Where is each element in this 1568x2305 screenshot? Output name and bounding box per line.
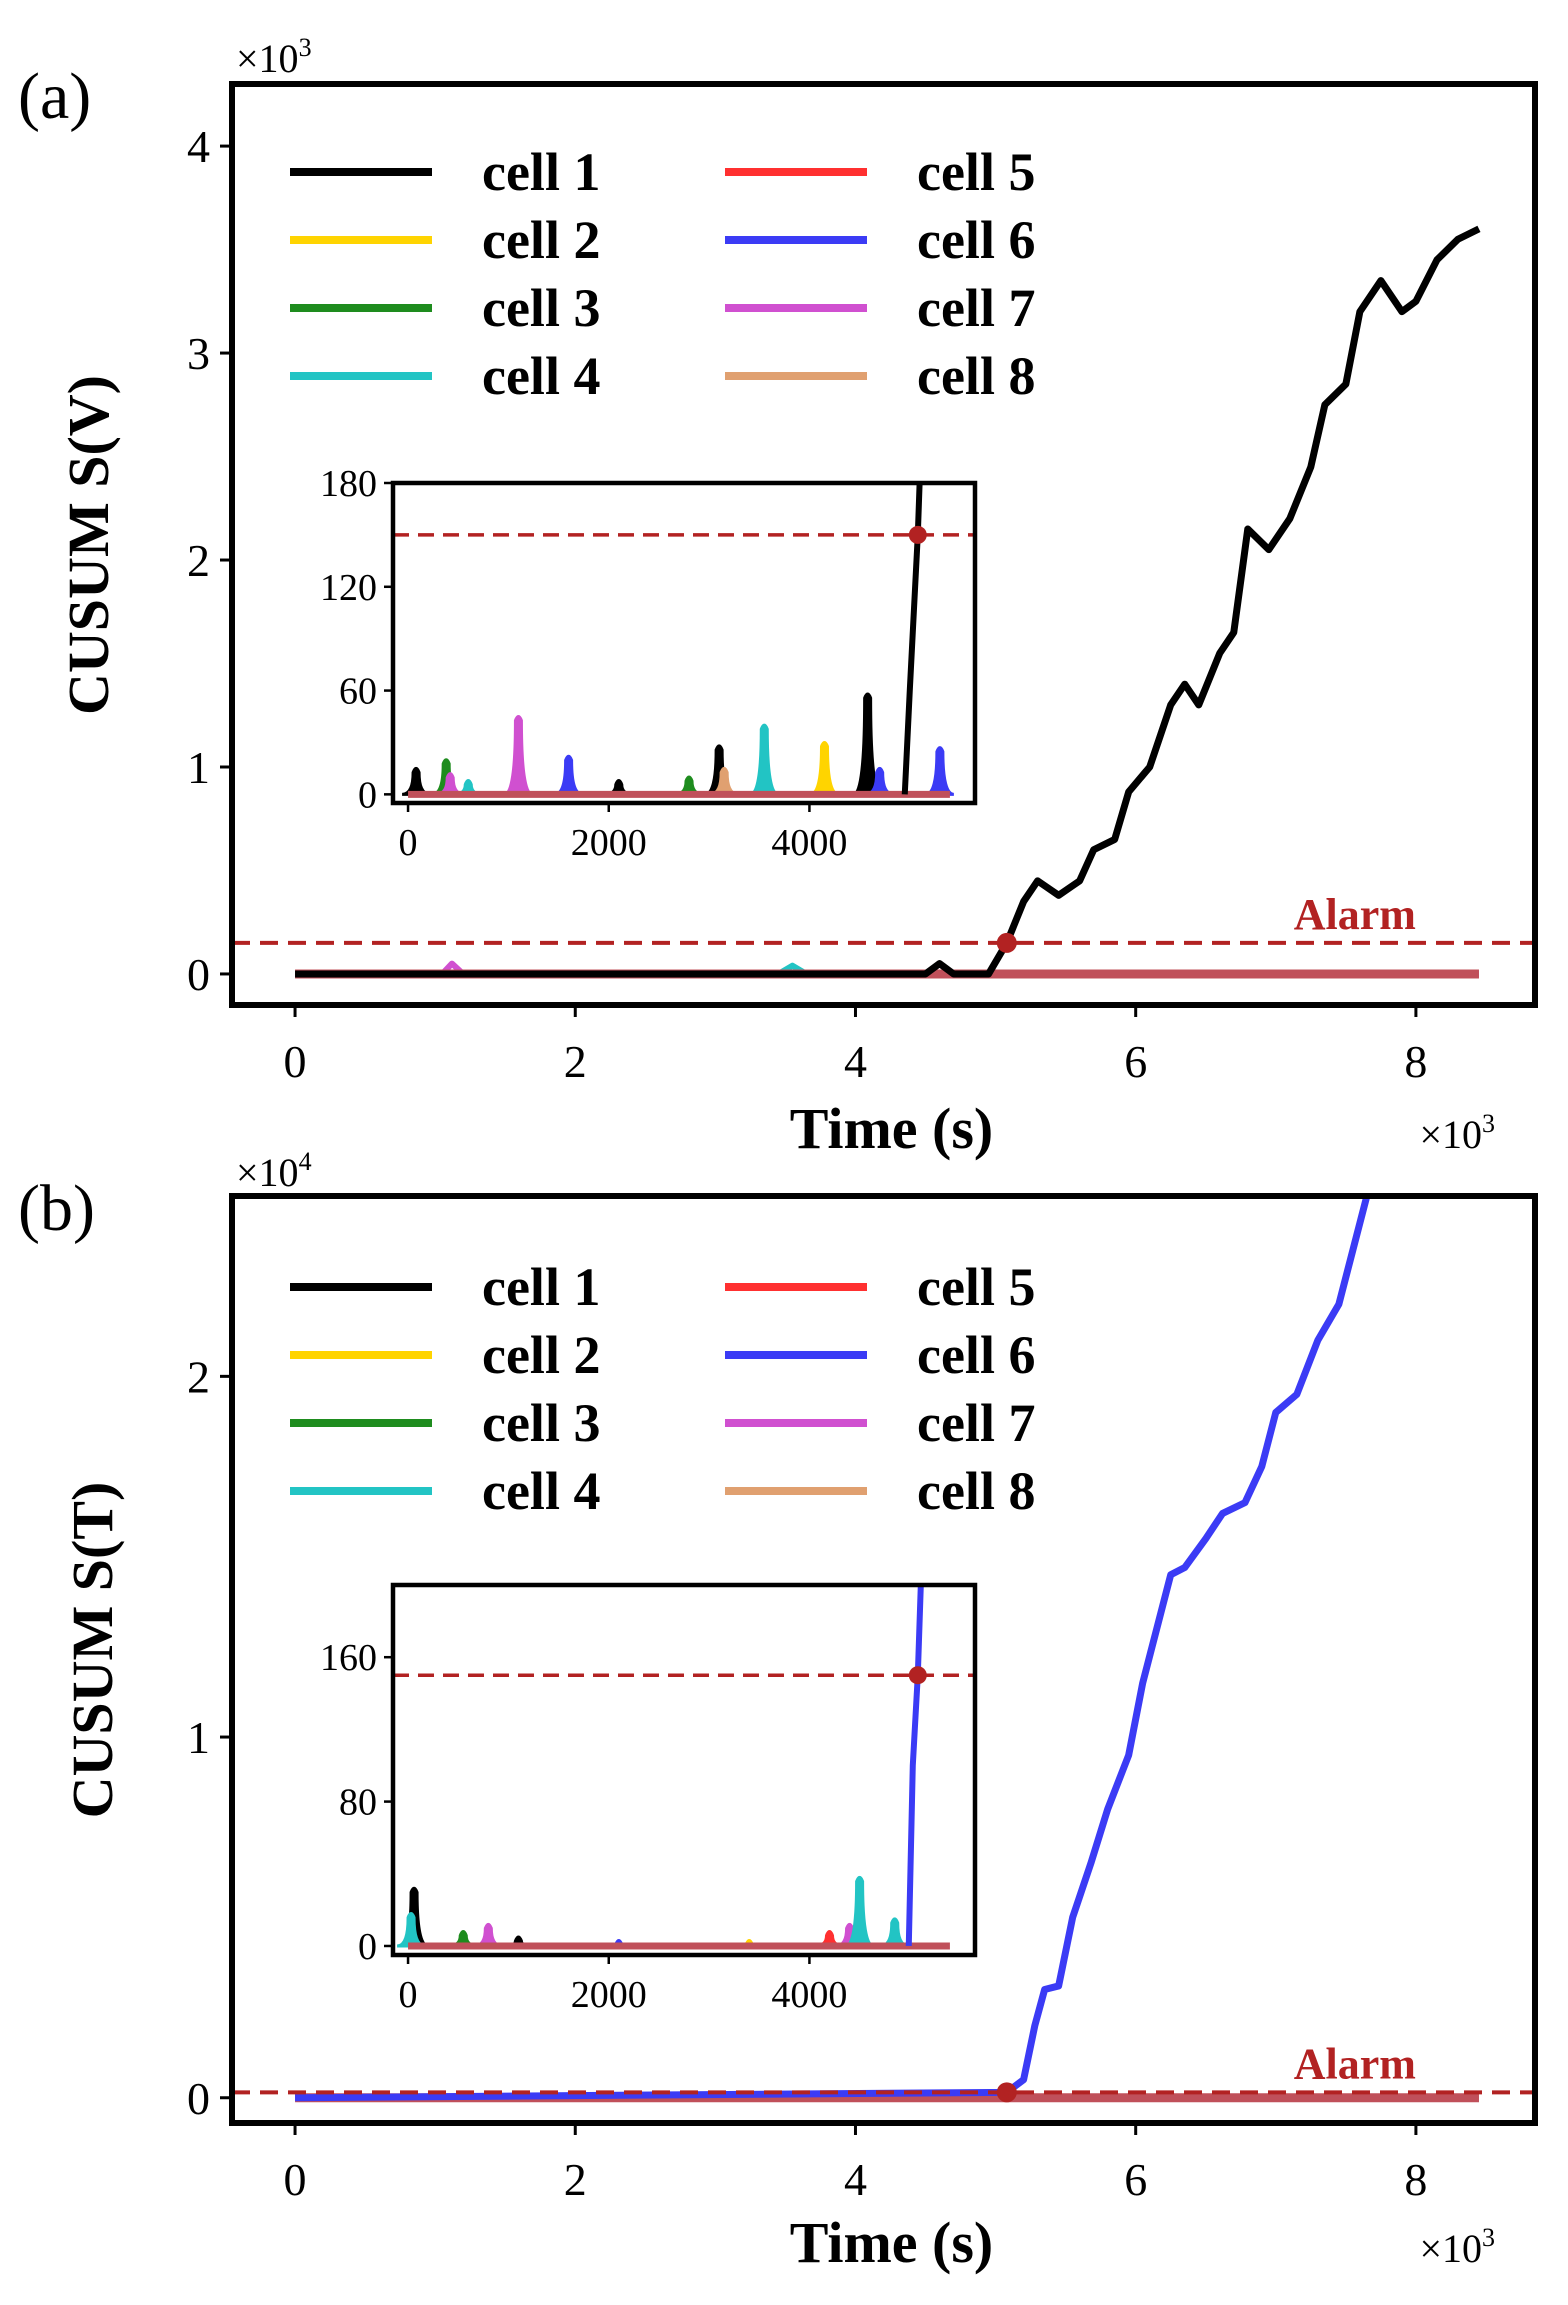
inset-chart: 0 2000 4000 0 80 160 (320, 1582, 978, 2016)
inset-x-tick-label: 0 (399, 822, 418, 864)
y-multiplier-exp: 4 (299, 1147, 312, 1176)
inset-spike (845, 1875, 875, 1948)
x-tick-label: 4 (844, 1036, 867, 1087)
inset-spike (880, 1917, 909, 1948)
inset-alarm-point (908, 525, 927, 544)
y-tick-label: 4 (187, 121, 210, 172)
x-tick-label: 4 (844, 2154, 867, 2205)
legend-label: cell 8 (917, 346, 1035, 406)
inset-x-tick-label: 4000 (771, 822, 847, 864)
inset-plot-area (396, 1585, 950, 1950)
x-axis-label: Time (s) (790, 1096, 994, 1161)
legend-label: cell 5 (917, 1257, 1035, 1317)
y-tick-label: 2 (187, 535, 210, 586)
legend-label: cell 2 (482, 1325, 600, 1385)
x-tick-label: 6 (1124, 2154, 1147, 2205)
inset-x-tick-label: 0 (399, 1974, 418, 2016)
inset-main-line (901, 483, 923, 795)
inset-y-tick-label: 60 (339, 671, 377, 713)
inset-y-tick-label: 160 (320, 1637, 377, 1679)
legend-label: cell 3 (482, 1393, 600, 1453)
alarm-label: Alarm (1294, 890, 1416, 939)
y-tick-label: 1 (187, 1712, 210, 1763)
inset-chart: 0 2000 4000 0 60 120 180 (320, 463, 978, 864)
legend: cell 1 cell 2 cell 3 cell 4 cell 5 cell 6 cell… (290, 142, 1035, 406)
inset-frame (390, 480, 978, 806)
alarm-point (996, 932, 1017, 953)
y-multiplier: ×103 (236, 33, 312, 81)
inset-x-tick-label: 4000 (771, 1974, 847, 2016)
legend: cell 1 cell 2 cell 3 cell 4 cell 5 cell 6 cell… (290, 1257, 1035, 1521)
series-line-cell-6 (295, 1196, 1371, 2102)
inset-spike (925, 746, 955, 796)
inset-y-tick-label: 0 (358, 774, 377, 816)
x-multiplier: ×103 (1419, 1109, 1495, 1157)
y-multiplier: ×104 (236, 1147, 312, 1195)
panel-label: (a) (18, 60, 91, 133)
inset-spike (396, 1911, 426, 1948)
legend-label: cell 1 (482, 1257, 600, 1317)
y-tick-label: 0 (187, 949, 210, 1000)
y-axis-label: CUSUM S(V) (56, 375, 121, 715)
inset-alarm-point (908, 1666, 927, 1685)
legend-label: cell 1 (482, 142, 600, 202)
inset-spike (503, 715, 533, 796)
legend-label: cell 6 (917, 210, 1035, 270)
x-tick-label: 0 (284, 1036, 307, 1087)
alarm-point (996, 2082, 1017, 2103)
legend-label: cell 8 (917, 1461, 1035, 1521)
alarm-label: Alarm (1294, 2039, 1416, 2088)
inset-y-tick-label: 180 (320, 463, 377, 505)
legend-label: cell 7 (917, 1393, 1035, 1453)
inset-y-tick-label: 80 (339, 1782, 377, 1824)
x-axis-label: Time (s) (790, 2210, 994, 2275)
x-tick-label: 0 (284, 2154, 307, 2205)
y-tick-label: 1 (187, 742, 210, 793)
inset-frame (390, 1582, 978, 1958)
y-axis-label: CUSUM S(T) (60, 1482, 125, 1819)
x-multiplier: ×103 (1419, 2223, 1495, 2271)
plot-frame (229, 1193, 1538, 2126)
y-tick-label: 2 (187, 1351, 210, 1402)
inset-background (393, 483, 975, 803)
plot-area (295, 1196, 1479, 2103)
legend-label: cell 6 (917, 1325, 1035, 1385)
inset-spike (749, 723, 779, 796)
y-tick-label: 0 (187, 2073, 210, 2124)
y-tick-label: 3 (187, 328, 210, 379)
panel-label: (b) (18, 1172, 95, 1245)
inset-main-line (905, 1585, 924, 1947)
x-tick-label: 8 (1404, 2154, 1427, 2205)
legend-label: cell 5 (917, 142, 1035, 202)
x-tick-label: 2 (564, 1036, 587, 1087)
legend-label: cell 4 (482, 1461, 600, 1521)
y-multiplier-exp: 3 (299, 33, 312, 62)
inset-x-tick-label: 2000 (571, 822, 647, 864)
legend-label: cell 7 (917, 278, 1035, 338)
x-multiplier-exp: 3 (1482, 2223, 1495, 2252)
x-multiplier-exp: 3 (1482, 1109, 1495, 1138)
inset-x-tick-label: 2000 (571, 1974, 647, 2016)
x-tick-label: 2 (564, 2154, 587, 2205)
inset-spike (810, 740, 839, 796)
inset-y-tick-label: 120 (320, 567, 377, 609)
inset-y-tick-label: 0 (358, 1926, 377, 1968)
plot-frame (229, 81, 1538, 1008)
inset-background (393, 1585, 975, 1955)
legend-label: cell 2 (482, 210, 600, 270)
inset-plot-area (401, 483, 955, 798)
inset-spike (554, 754, 583, 796)
legend-label: cell 3 (482, 278, 600, 338)
panel-a: (a) ×103 ×103 0 2 4 6 8 0 1 2 3 4 Time (s) CUSUM S(V) A… (18, 33, 1538, 1161)
x-tick-label: 8 (1404, 1036, 1427, 1087)
legend-label: cell 4 (482, 346, 600, 406)
x-tick-label: 6 (1124, 1036, 1147, 1087)
